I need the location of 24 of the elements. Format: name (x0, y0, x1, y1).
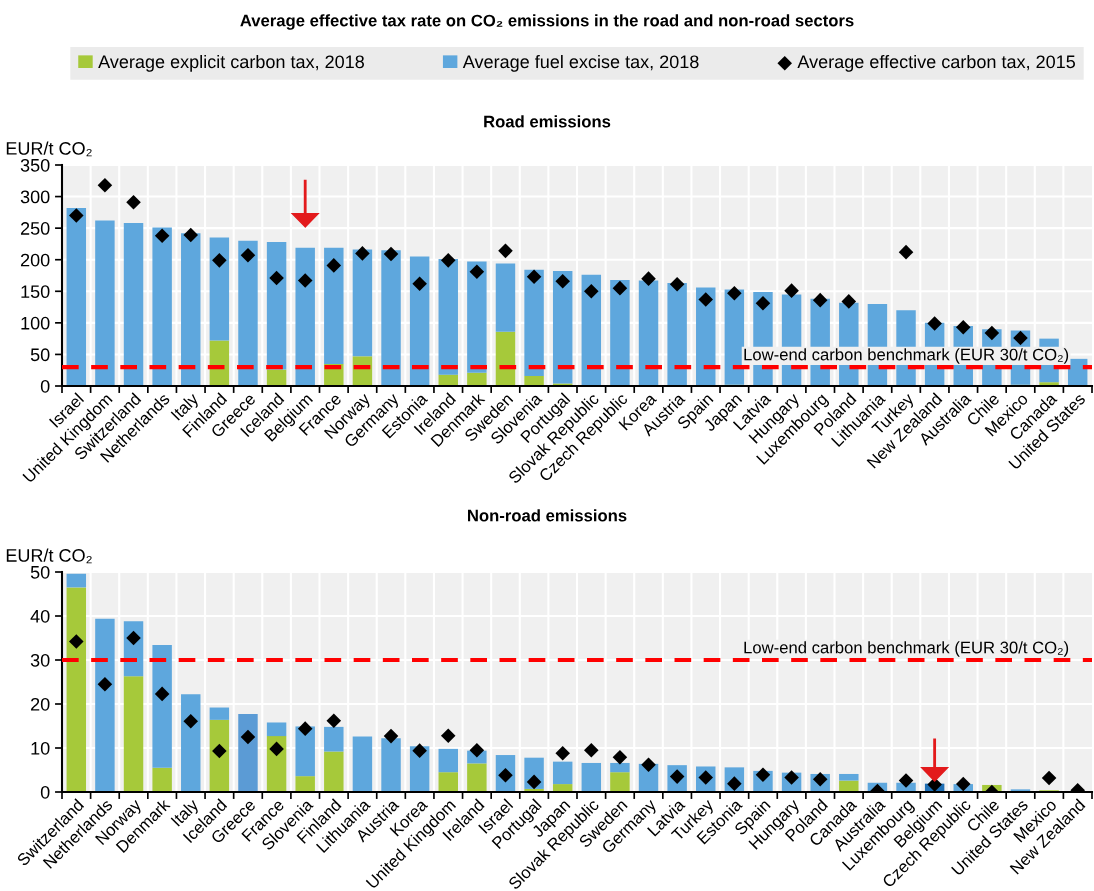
legend-label: Average fuel excise tax, 2018 (462, 54, 699, 72)
y-tick-label: 200 (20, 253, 50, 267)
chart-subtitle: Road emissions (484, 115, 611, 128)
ref-line-label: Low-end carbon benchmark (EUR 30/t CO₂) (744, 641, 1069, 657)
y-tick-label: 350 (20, 158, 50, 172)
y-axis-title: EUR/t CO₂ (6, 141, 92, 157)
y-tick-label: 30 (30, 653, 50, 667)
y-tick-label: 10 (31, 741, 50, 755)
y-axis-title: EUR/t CO₂ (6, 548, 92, 564)
legend-label: Average effective carbon tax, 2015 (797, 54, 1076, 72)
y-tick-label: 0 (40, 379, 50, 393)
y-tick-label: 50 (30, 348, 50, 362)
chart-title: Non-road emissions (468, 509, 627, 522)
y-tick-label: 300 (20, 190, 50, 204)
legend-label: Average explicit carbon tax, 2018 (98, 54, 364, 72)
y-tick-label: 0 (40, 785, 50, 799)
y-tick-label: 40 (30, 609, 50, 623)
y-tick-label: 100 (21, 316, 50, 330)
y-tick-label: 250 (20, 222, 50, 235)
chart-title: Average effective tax rate on CO₂ emissions in the road and non-road sectors (240, 14, 854, 30)
y-tick-label: 50 (30, 565, 50, 579)
y-tick-label: 150 (21, 285, 50, 299)
ref-line-label: Low-end carbon benchmark (EUR 30/t CO₂) (744, 348, 1069, 364)
y-tick-label: 20 (31, 697, 50, 711)
